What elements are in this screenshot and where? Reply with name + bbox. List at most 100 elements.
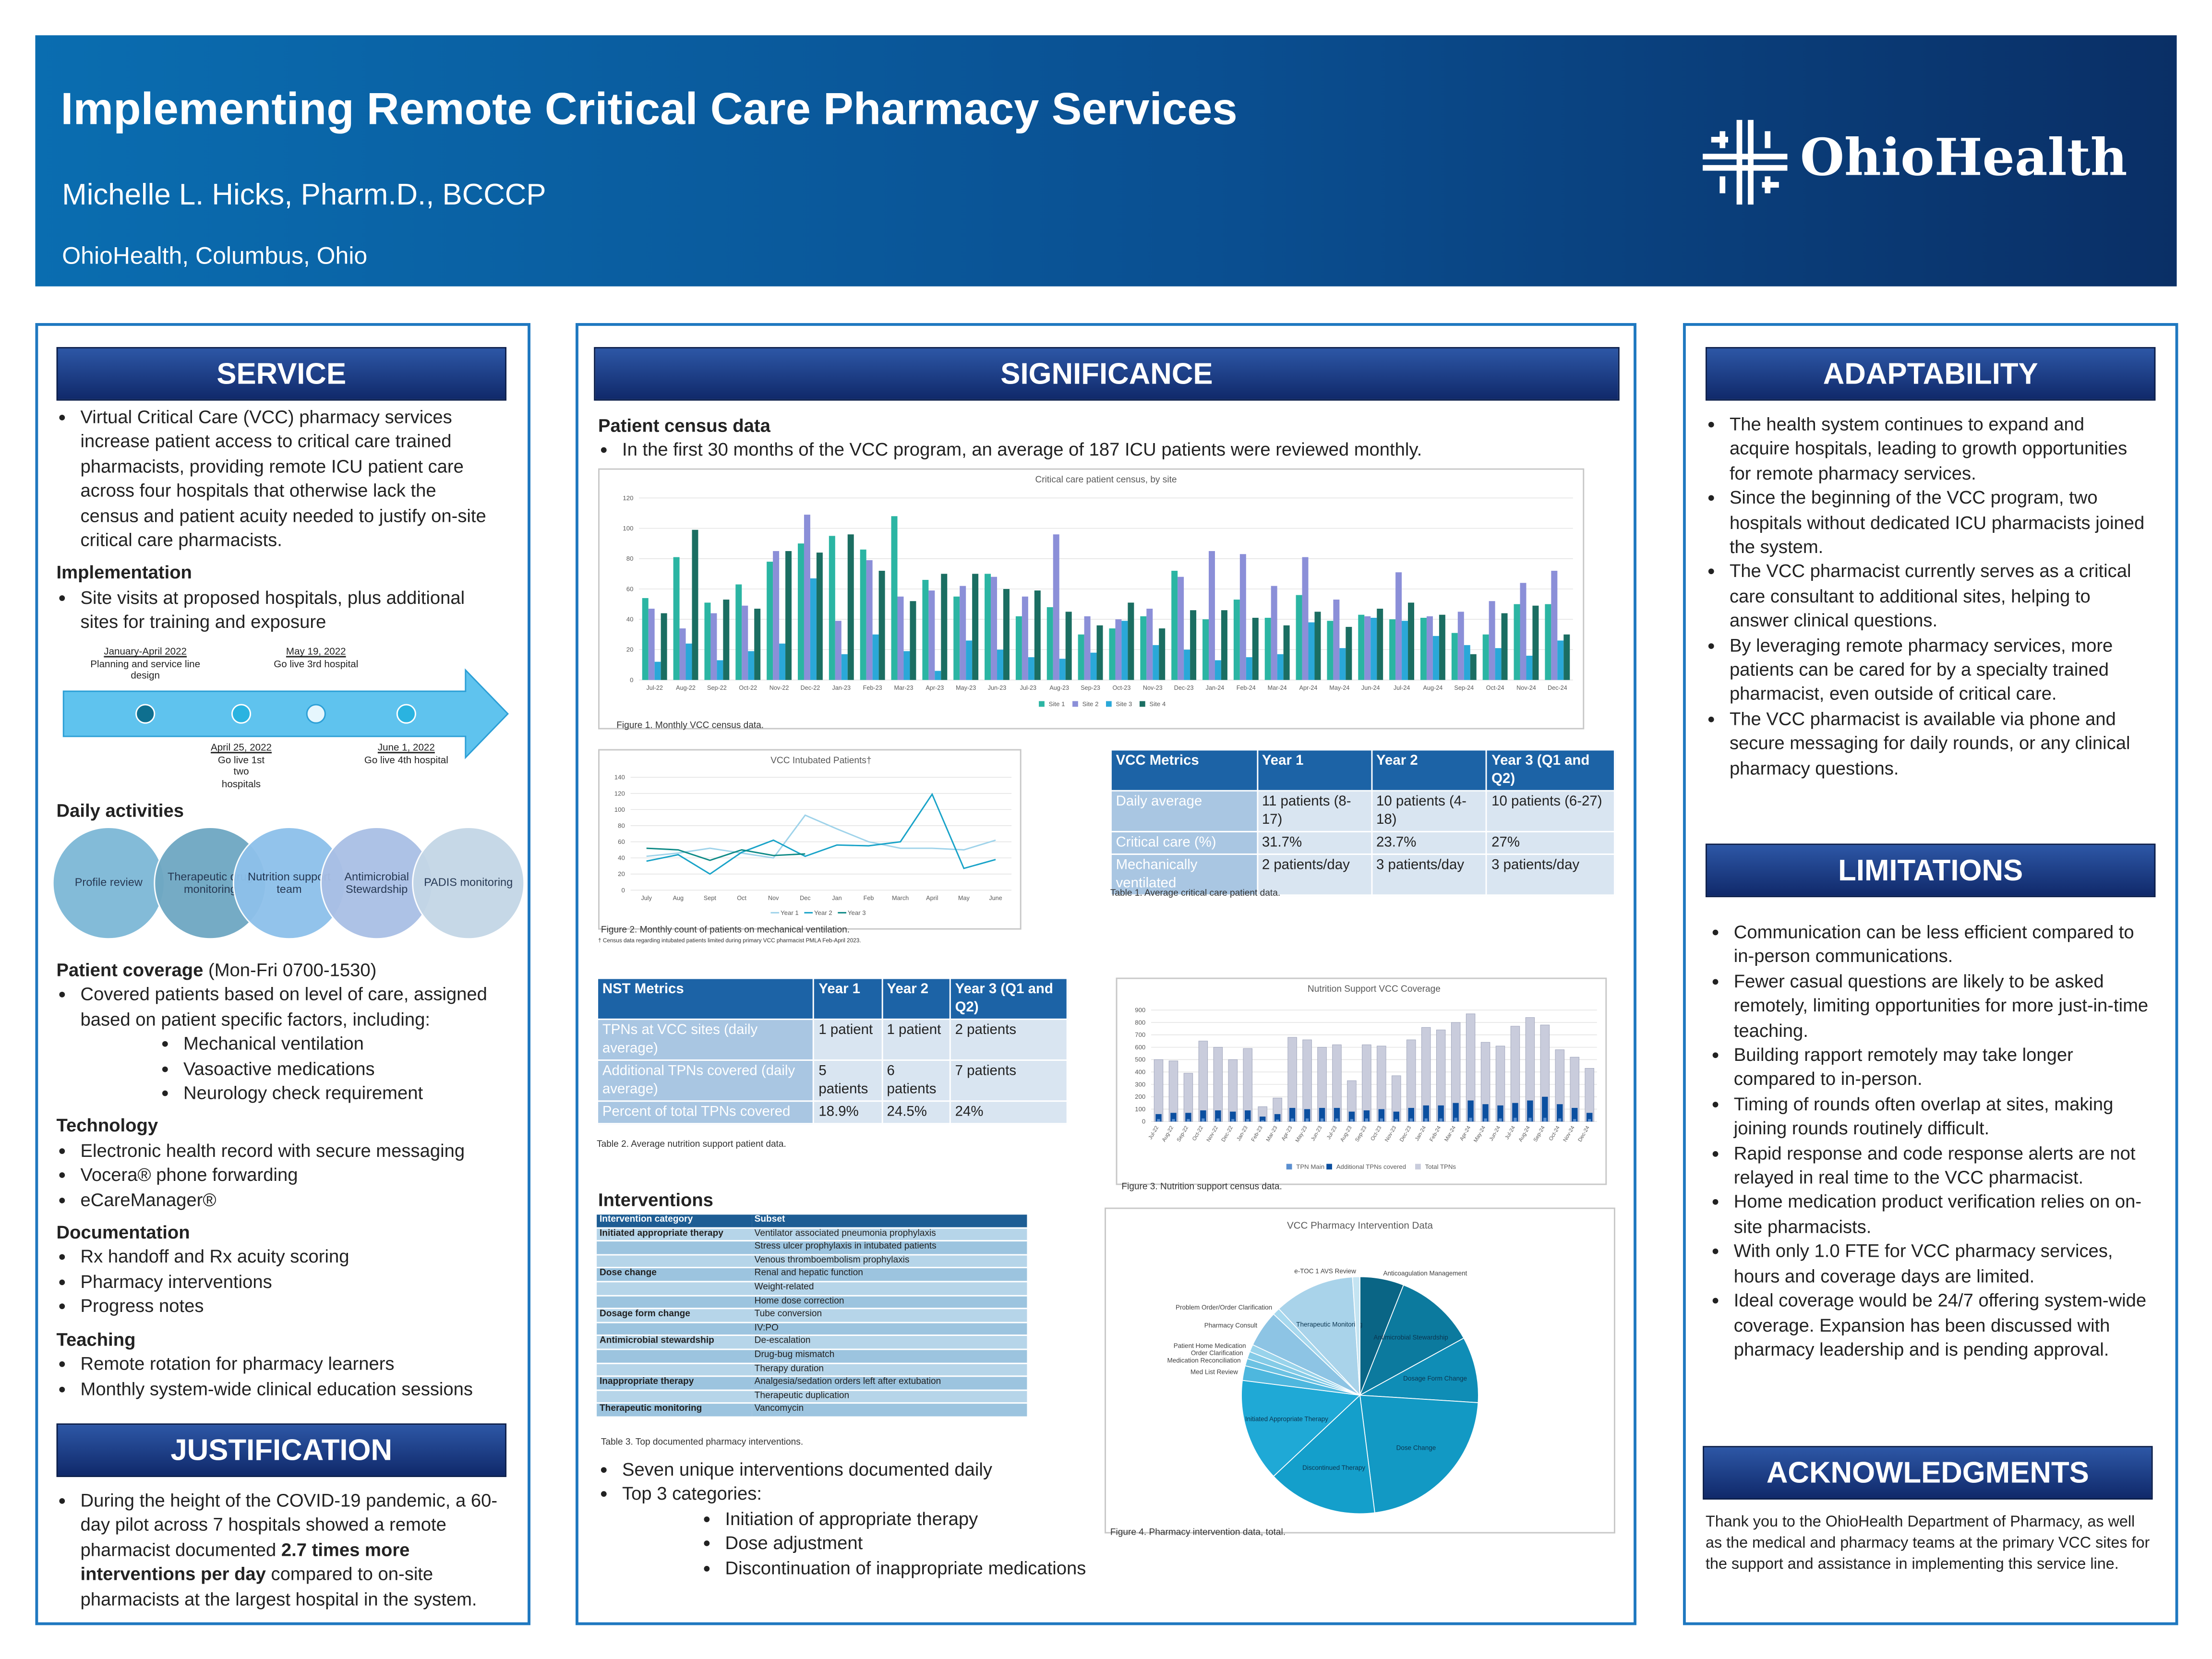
bar: [754, 609, 761, 680]
header-cell: NST Metrics: [597, 977, 815, 1020]
bar: [797, 543, 804, 680]
y-tick-label: 60: [618, 838, 625, 845]
bar: [1264, 617, 1271, 680]
bullet: Vasoactive medications: [183, 1056, 508, 1081]
bar: [1439, 614, 1445, 680]
table-cell: Therapeutic duplication: [751, 1390, 1027, 1404]
bullet: Pharmacy interventions: [81, 1270, 508, 1294]
bar: [710, 613, 717, 680]
bar: [1003, 589, 1010, 680]
bar: [1532, 605, 1539, 680]
table-row: Mechanically ventilated 2 patients/day 3 p…: [1110, 853, 1615, 896]
bar: [1078, 634, 1084, 680]
x-tick-label: Aug-24: [1518, 1125, 1531, 1143]
bar: [1261, 1120, 1264, 1122]
bar: [679, 628, 686, 680]
bullet: Remote rotation for pharmacy learners: [81, 1352, 508, 1376]
x-tick-label: May-23: [1295, 1125, 1309, 1143]
bullet: Neurology check requirement: [183, 1081, 508, 1105]
bar: [1296, 595, 1302, 680]
bar: [1178, 577, 1184, 680]
bar: [1202, 1118, 1205, 1122]
slice-label: Dosage Form Change: [1403, 1375, 1467, 1382]
bar: [1543, 1118, 1547, 1122]
header: Implementing Remote Critical Care Pharma…: [35, 35, 2177, 287]
bar: [1527, 1100, 1533, 1122]
x-tick-label: Dec-24: [1548, 685, 1567, 691]
table-row: Percent of total TPNs covered 18.9% 24.5% 2…: [597, 1100, 1068, 1125]
y-tick-label: 100: [623, 525, 633, 532]
bar: [1409, 1118, 1413, 1122]
y-tick-label: 40: [626, 616, 634, 623]
bar: [642, 598, 649, 680]
pie-slice: [1358, 1337, 1479, 1403]
bar: [960, 586, 966, 680]
bar: [779, 643, 786, 680]
header-cell: Subset: [751, 1214, 1027, 1228]
y-tick-label: 80: [618, 822, 625, 829]
bar: [1514, 604, 1520, 680]
bar: [1128, 602, 1134, 680]
bar: [1308, 622, 1315, 680]
x-tick-label: Oct: [737, 895, 746, 902]
bullet: Since the beginning of the VCC program, …: [1730, 486, 2146, 559]
table-row: Venous thromboembolism prophylaxis: [597, 1254, 1027, 1269]
bar: [785, 551, 792, 680]
line: [646, 814, 996, 859]
x-tick-label: Apr-24: [1299, 685, 1318, 691]
bar: [1573, 1119, 1576, 1122]
slice-label: Med List Review: [1190, 1368, 1238, 1375]
table-cell: 31.7%: [1256, 830, 1372, 855]
x-tick-label: Sep-23: [1081, 685, 1100, 691]
x-tick-label: June: [989, 895, 1002, 902]
table-cell: TPNs at VCC sites (daily average): [597, 1018, 815, 1061]
subheading: Daily activities: [57, 798, 184, 823]
table-cell: Percent of total TPNs covered: [597, 1100, 815, 1125]
pie-slice: [1273, 1394, 1375, 1515]
y-tick-label: 40: [618, 854, 625, 862]
bar: [1190, 610, 1197, 680]
x-tick-label: May-23: [956, 685, 976, 691]
bullet: Fewer casual questions are likely to be …: [1734, 969, 2150, 1042]
x-tick-label: Feb-23: [863, 685, 882, 691]
legend-label: Site 4: [1150, 700, 1166, 708]
x-tick-label: Mar-24: [1268, 685, 1287, 691]
header-cell: Year 1: [1256, 749, 1372, 792]
table-cell: [597, 1390, 752, 1404]
table-cell: 24%: [949, 1100, 1068, 1125]
x-tick-label: Jun-24: [1489, 1125, 1502, 1142]
bar: [1402, 621, 1408, 680]
adaptability-text: The health system continues to expand an…: [1706, 412, 2146, 780]
bar: [1370, 617, 1377, 680]
table-cell: Drug-bug mismatch: [751, 1349, 1027, 1364]
data-table: VCC Metrics Year 1 Year 2 Year 3 (Q1 and Q2…: [1110, 749, 1615, 896]
legend-swatch: [1286, 1164, 1292, 1170]
event-date: June 1, 2022: [377, 743, 435, 754]
bar: [903, 651, 910, 680]
y-tick-label: 0: [622, 887, 625, 894]
bar: [1339, 648, 1346, 680]
bar: [1424, 1118, 1428, 1122]
table-row: Therapeutic monitoring Vancomycin: [597, 1403, 1027, 1418]
bar: [1146, 609, 1153, 680]
x-tick-label: Jul-22: [646, 685, 662, 691]
table-cell: Antimicrobial stewardship: [597, 1335, 752, 1350]
table-row: Additional TPNs covered (daily average) 5…: [597, 1059, 1068, 1102]
bar: [928, 590, 935, 680]
timeline-dot: [231, 704, 252, 724]
bullet: Seven unique interventions documented da…: [622, 1457, 1134, 1482]
event-label: Go live 4th hospital: [364, 755, 448, 766]
bar: [991, 577, 998, 680]
bar: [1426, 616, 1433, 680]
x-tick-label: Oct-23: [1370, 1125, 1382, 1142]
bullet: Rx handoff and Rx acuity scoring: [81, 1245, 508, 1269]
bullet: The VCC pharmacist currently serves as a…: [1730, 559, 2146, 633]
bullet: Communication can be less efficient comp…: [1734, 920, 2150, 969]
x-tick-label: Oct-23: [1112, 685, 1130, 691]
bar: [1034, 590, 1041, 680]
table-row: Home dose correction: [597, 1295, 1027, 1310]
event-date: January-April 2022: [104, 647, 187, 658]
bar: [910, 601, 916, 680]
bar: [1153, 645, 1159, 680]
table-cell: [597, 1281, 752, 1296]
